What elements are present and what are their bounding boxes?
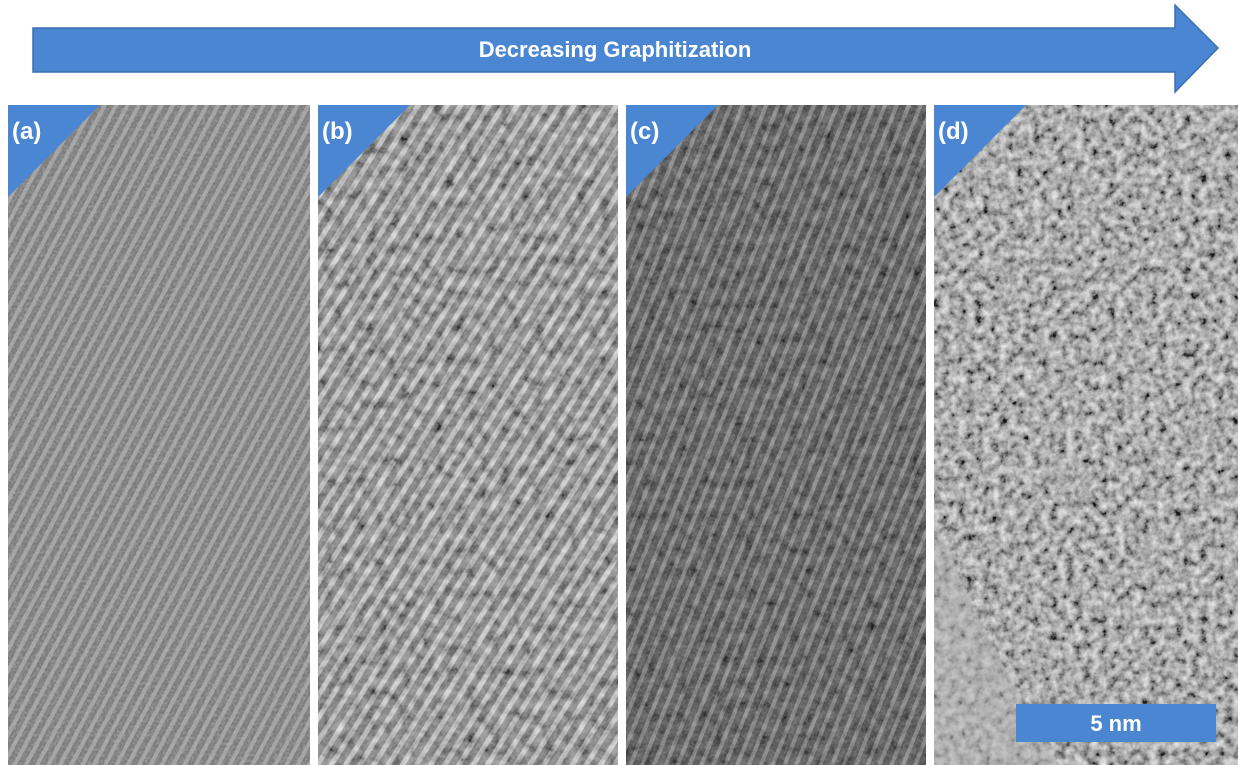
panel: (a) — [8, 105, 310, 765]
panel: (d) 5 nm — [934, 105, 1238, 765]
panel-label: (c) — [630, 118, 659, 145]
page: {"arrow": {"label": "Decreasing Graphiti… — [0, 0, 1238, 765]
panel: (c) — [626, 105, 926, 765]
figure: Decreasing Graphitization (a) (b) (c) (d… — [0, 0, 1238, 765]
arrow-label: Decreasing Graphitization — [479, 37, 752, 62]
panel-label: (d) — [938, 118, 969, 145]
panel-label: (b) — [322, 118, 353, 145]
panel: (b) — [318, 105, 618, 765]
panel-label: (a) — [12, 118, 41, 145]
scale-bar-label: 5 nm — [1090, 711, 1141, 736]
